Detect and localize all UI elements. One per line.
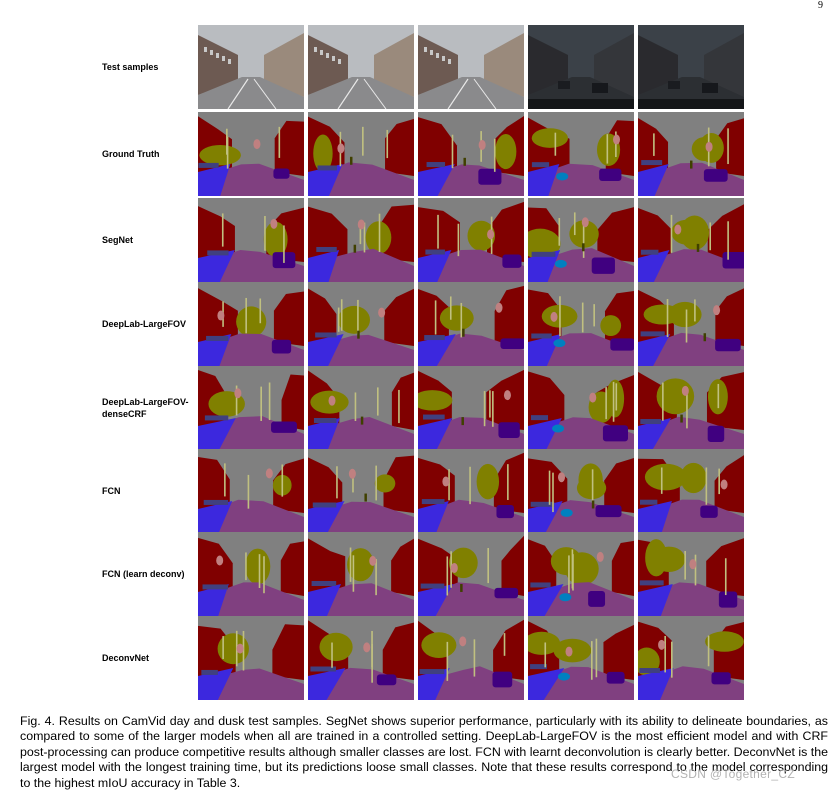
segmentation-result-image <box>418 616 524 700</box>
page-number: 9 <box>818 0 823 11</box>
segmentation-result-image <box>198 616 304 700</box>
row-label: SegNet <box>102 235 134 245</box>
segmentation-result-image <box>528 282 634 366</box>
segmentation-result-image <box>528 198 634 282</box>
test-sample-image <box>308 25 414 109</box>
row-label: FCN <box>102 486 121 496</box>
row-label: DeconvNet <box>102 653 150 663</box>
row-label: Ground Truth <box>102 149 160 159</box>
segmentation-result-image <box>308 449 414 533</box>
segmentation-result-image <box>528 112 634 196</box>
segmentation-result-image <box>308 532 414 616</box>
segmentation-result-image <box>198 112 304 196</box>
segmentation-result-image <box>638 282 744 366</box>
segmentation-result-image <box>308 616 414 700</box>
row-label: FCN (learn deconv) <box>102 569 185 579</box>
segmentation-result-image <box>638 198 744 282</box>
watermark: CSDN @Together_CZ <box>671 767 795 781</box>
test-sample-image <box>528 25 634 109</box>
segmentation-result-image <box>638 449 744 533</box>
segmentation-result-image <box>308 198 414 282</box>
segmentation-result-image <box>308 366 414 450</box>
segmentation-result-image <box>308 112 414 196</box>
row-label: DeepLab-LargeFOV <box>102 319 187 329</box>
segmentation-result-image <box>418 198 524 282</box>
segmentation-result-image <box>638 112 744 196</box>
segmentation-result-image <box>638 616 744 700</box>
segmentation-result-image <box>528 616 634 700</box>
segmentation-result-image <box>418 449 524 533</box>
segmentation-result-image <box>638 366 744 450</box>
segmentation-result-image <box>308 282 414 366</box>
test-sample-image <box>418 25 524 109</box>
segmentation-result-image <box>418 366 524 450</box>
segmentation-result-image <box>418 532 524 616</box>
test-sample-image <box>638 25 744 109</box>
segmentation-result-image <box>198 366 304 450</box>
segmentation-result-image <box>198 198 304 282</box>
row-label: DeepLab-LargeFOV- denseCRF <box>102 397 189 419</box>
segmentation-result-image <box>198 449 304 533</box>
segmentation-result-image <box>198 532 304 616</box>
row-label: Test samples <box>102 62 159 72</box>
segmentation-result-image <box>198 282 304 366</box>
figure-caption: Fig. 4. Results on CamVid day and dusk t… <box>20 714 828 790</box>
segmentation-result-image <box>528 532 634 616</box>
segmentation-result-image <box>418 282 524 366</box>
segmentation-result-image <box>638 532 744 616</box>
segmentation-result-image <box>528 366 634 450</box>
segmentation-result-image <box>528 449 634 533</box>
test-sample-image <box>198 25 304 109</box>
segmentation-result-image <box>418 112 524 196</box>
